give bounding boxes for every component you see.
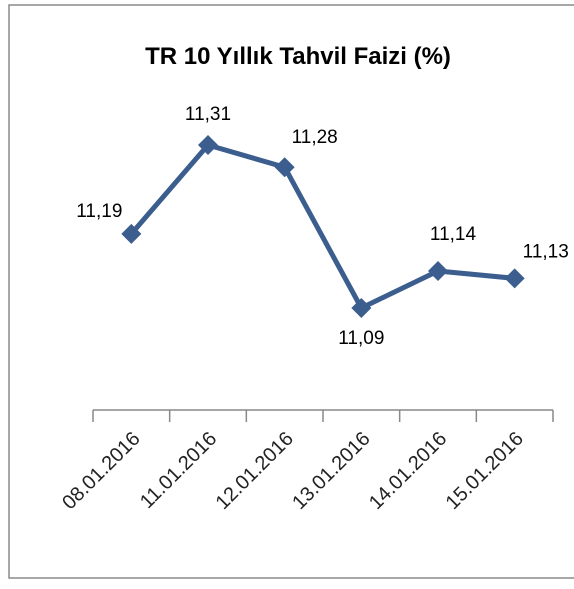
marker (351, 298, 372, 318)
data-label: 11,28 (292, 127, 338, 148)
data-label: 11,19 (76, 201, 122, 222)
marker (428, 260, 448, 281)
marker (121, 223, 142, 244)
chart-frame (8, 4, 574, 579)
data-label: 11,09 (338, 328, 384, 349)
data-label: 11,14 (430, 224, 477, 245)
marker (198, 135, 218, 155)
data-label: 11,13 (523, 241, 569, 262)
marker (274, 157, 295, 178)
marker (504, 268, 525, 289)
data-label: 11,31 (185, 104, 231, 125)
chart-title: TR 10 Yıllık Tahvil Faizi (%) (145, 43, 451, 70)
series-line (129, 142, 515, 311)
